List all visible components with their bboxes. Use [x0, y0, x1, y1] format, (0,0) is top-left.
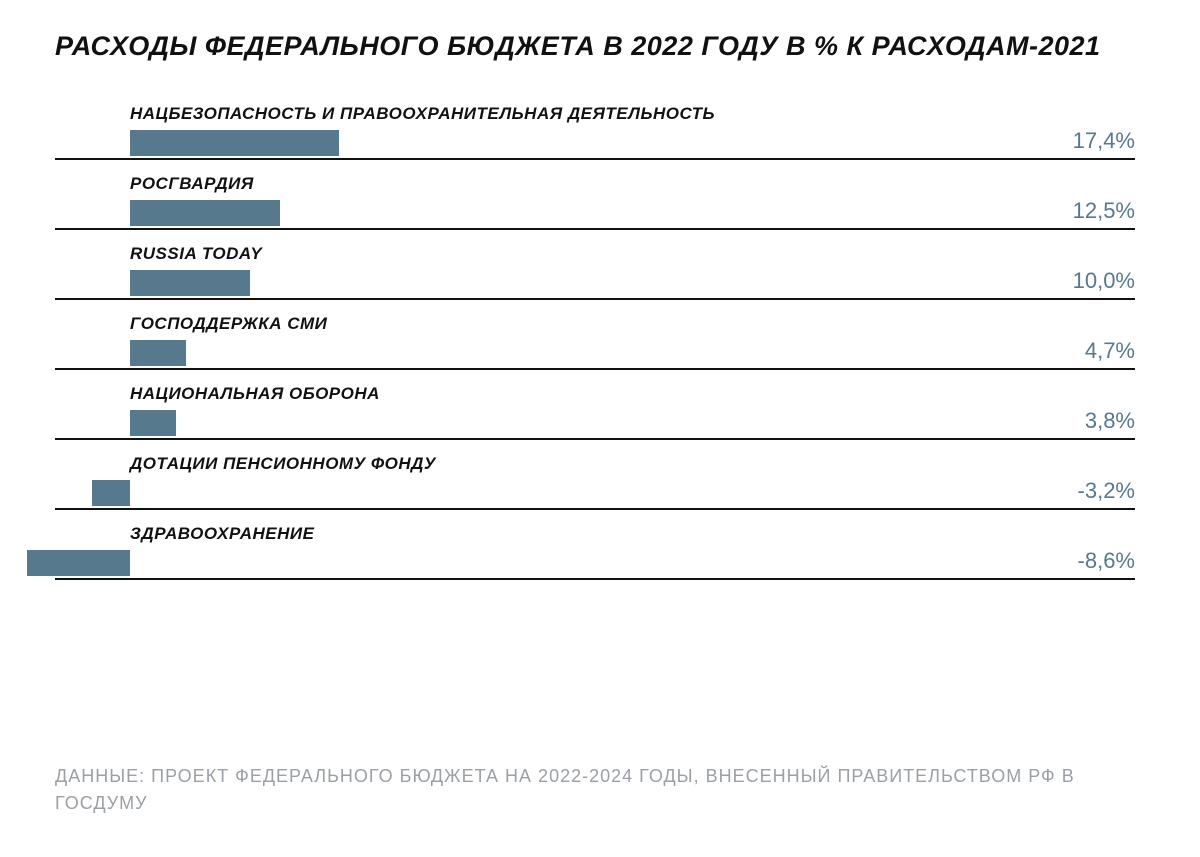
bar-track: -3,2%: [55, 480, 1135, 510]
page: РАСХОДЫ ФЕДЕРАЛЬНОГО БЮДЖЕТА В 2022 ГОДУ…: [0, 0, 1200, 857]
bar: [92, 480, 130, 506]
bar-track: 12,5%: [55, 200, 1135, 230]
row-label: RUSSIA TODAY: [130, 244, 1135, 264]
bar-track: 3,8%: [55, 410, 1135, 440]
row-value: 4,7%: [1085, 338, 1135, 364]
bar-track: -8,6%: [55, 550, 1135, 580]
bar: [130, 270, 250, 296]
row-value: -3,2%: [1078, 478, 1135, 504]
row-label: ЗДРАВООХРАНЕНИЕ: [130, 524, 1135, 544]
row-value: 17,4%: [1073, 128, 1135, 154]
chart-row: НАЦБЕЗОПАСНОСТЬ И ПРАВООХРАНИТЕЛЬНАЯ ДЕЯ…: [130, 104, 1135, 160]
bar: [130, 200, 280, 226]
chart-row: ЗДРАВООХРАНЕНИЕ -8,6%: [130, 524, 1135, 580]
chart-title: РАСХОДЫ ФЕДЕРАЛЬНОГО БЮДЖЕТА В 2022 ГОДУ…: [55, 30, 1145, 64]
row-label: ГОСПОДДЕРЖКА СМИ: [130, 314, 1135, 334]
bar: [130, 130, 339, 156]
row-value: 12,5%: [1073, 198, 1135, 224]
chart-footer: ДАННЫЕ: ПРОЕКТ ФЕДЕРАЛЬНОГО БЮДЖЕТА НА 2…: [55, 763, 1145, 817]
chart-row: НАЦИОНАЛЬНАЯ ОБОРОНА 3,8%: [130, 384, 1135, 440]
row-label: ДОТАЦИИ ПЕНСИОННОМУ ФОНДУ: [130, 454, 1135, 474]
bar-chart: НАЦБЕЗОПАСНОСТЬ И ПРАВООХРАНИТЕЛЬНАЯ ДЕЯ…: [130, 104, 1135, 580]
row-label: НАЦБЕЗОПАСНОСТЬ И ПРАВООХРАНИТЕЛЬНАЯ ДЕЯ…: [130, 104, 1135, 124]
chart-row: ДОТАЦИИ ПЕНСИОННОМУ ФОНДУ -3,2%: [130, 454, 1135, 510]
bar-track: 17,4%: [55, 130, 1135, 160]
bar: [130, 410, 176, 436]
bar: [130, 340, 186, 366]
row-value: 10,0%: [1073, 268, 1135, 294]
chart-row: ГОСПОДДЕРЖКА СМИ 4,7%: [130, 314, 1135, 370]
bar-track: 4,7%: [55, 340, 1135, 370]
bar-track: 10,0%: [55, 270, 1135, 300]
row-label: НАЦИОНАЛЬНАЯ ОБОРОНА: [130, 384, 1135, 404]
chart-row: RUSSIA TODAY 10,0%: [130, 244, 1135, 300]
chart-row: РОСГВАРДИЯ 12,5%: [130, 174, 1135, 230]
bar: [27, 550, 130, 576]
row-value: 3,8%: [1085, 408, 1135, 434]
row-value: -8,6%: [1078, 548, 1135, 574]
row-label: РОСГВАРДИЯ: [130, 174, 1135, 194]
